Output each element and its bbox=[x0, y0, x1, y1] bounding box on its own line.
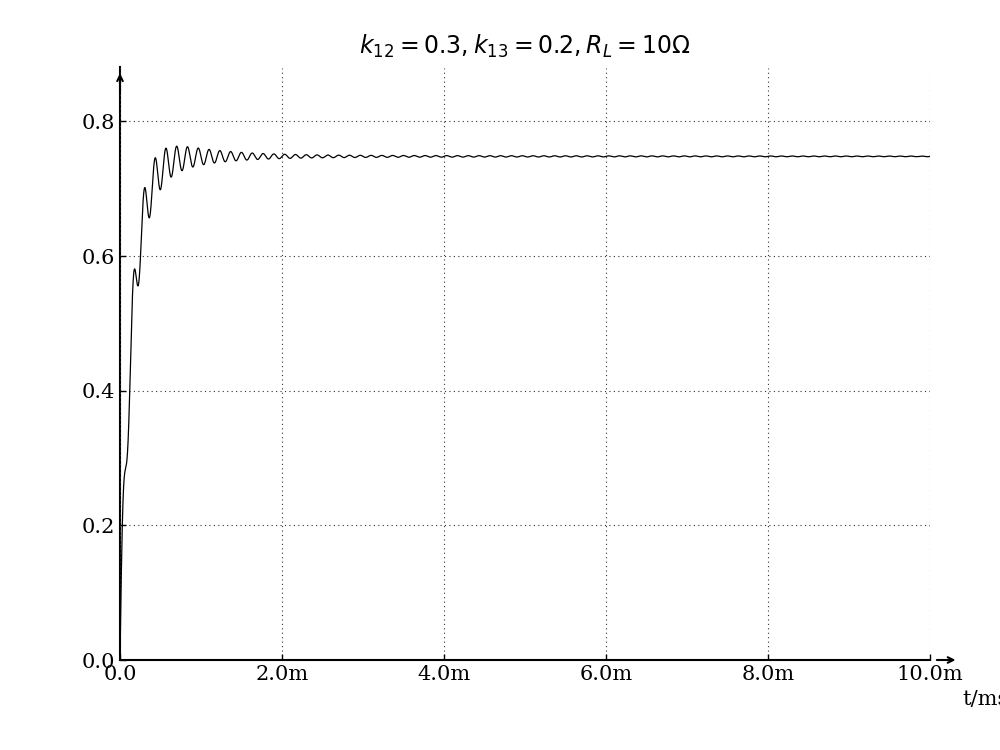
Text: t/ms: t/ms bbox=[962, 690, 1000, 709]
Title: $k_{12}=0.3,k_{13}=0.2,R_L=10\Omega$: $k_{12}=0.3,k_{13}=0.2,R_L=10\Omega$ bbox=[359, 32, 691, 60]
